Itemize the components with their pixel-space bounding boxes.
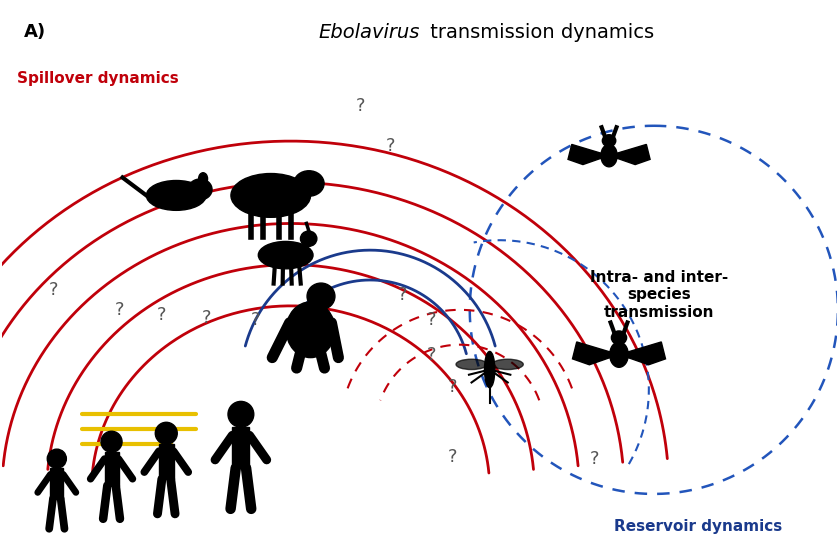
Text: Reservoir dynamics: Reservoir dynamics [614, 519, 783, 534]
Ellipse shape [602, 135, 616, 146]
Circle shape [155, 422, 177, 444]
Ellipse shape [456, 359, 487, 369]
Text: ?: ? [427, 345, 436, 363]
Bar [159, 444, 174, 479]
Text: ?: ? [589, 450, 599, 468]
Text: ?: ? [448, 378, 457, 396]
Text: transmission dynamics: transmission dynamics [424, 23, 654, 42]
Ellipse shape [610, 342, 628, 367]
Polygon shape [572, 342, 619, 365]
Ellipse shape [307, 283, 335, 310]
Text: ?: ? [251, 311, 261, 329]
Circle shape [47, 449, 66, 468]
Bar [105, 452, 118, 486]
Text: Intra- and inter-
species
transmission: Intra- and inter- species transmission [590, 270, 728, 320]
Text: Ebolavirus: Ebolavirus [319, 23, 420, 42]
Ellipse shape [484, 352, 495, 387]
Ellipse shape [492, 359, 524, 369]
Text: A): A) [24, 23, 46, 41]
Text: Spillover dynamics: Spillover dynamics [17, 71, 179, 86]
Text: ?: ? [49, 281, 59, 299]
Ellipse shape [199, 173, 207, 184]
Polygon shape [619, 342, 665, 365]
Ellipse shape [601, 144, 618, 167]
Text: ?: ? [201, 309, 211, 327]
Ellipse shape [188, 179, 212, 200]
Text: ?: ? [115, 301, 124, 319]
Ellipse shape [286, 302, 335, 358]
Ellipse shape [258, 241, 313, 269]
Bar [232, 427, 249, 468]
Ellipse shape [146, 181, 206, 210]
Text: ?: ? [398, 286, 407, 304]
Text: ?: ? [448, 448, 457, 466]
Text: ?: ? [356, 97, 365, 115]
Ellipse shape [300, 231, 317, 247]
Text: ?: ? [427, 311, 436, 329]
Polygon shape [609, 144, 650, 164]
Ellipse shape [231, 173, 310, 217]
Ellipse shape [294, 170, 324, 196]
Ellipse shape [612, 331, 627, 344]
Bar [50, 468, 63, 499]
Text: ?: ? [385, 136, 395, 155]
Polygon shape [568, 144, 609, 164]
Circle shape [228, 401, 253, 427]
Circle shape [101, 431, 122, 452]
Text: ?: ? [157, 306, 166, 324]
